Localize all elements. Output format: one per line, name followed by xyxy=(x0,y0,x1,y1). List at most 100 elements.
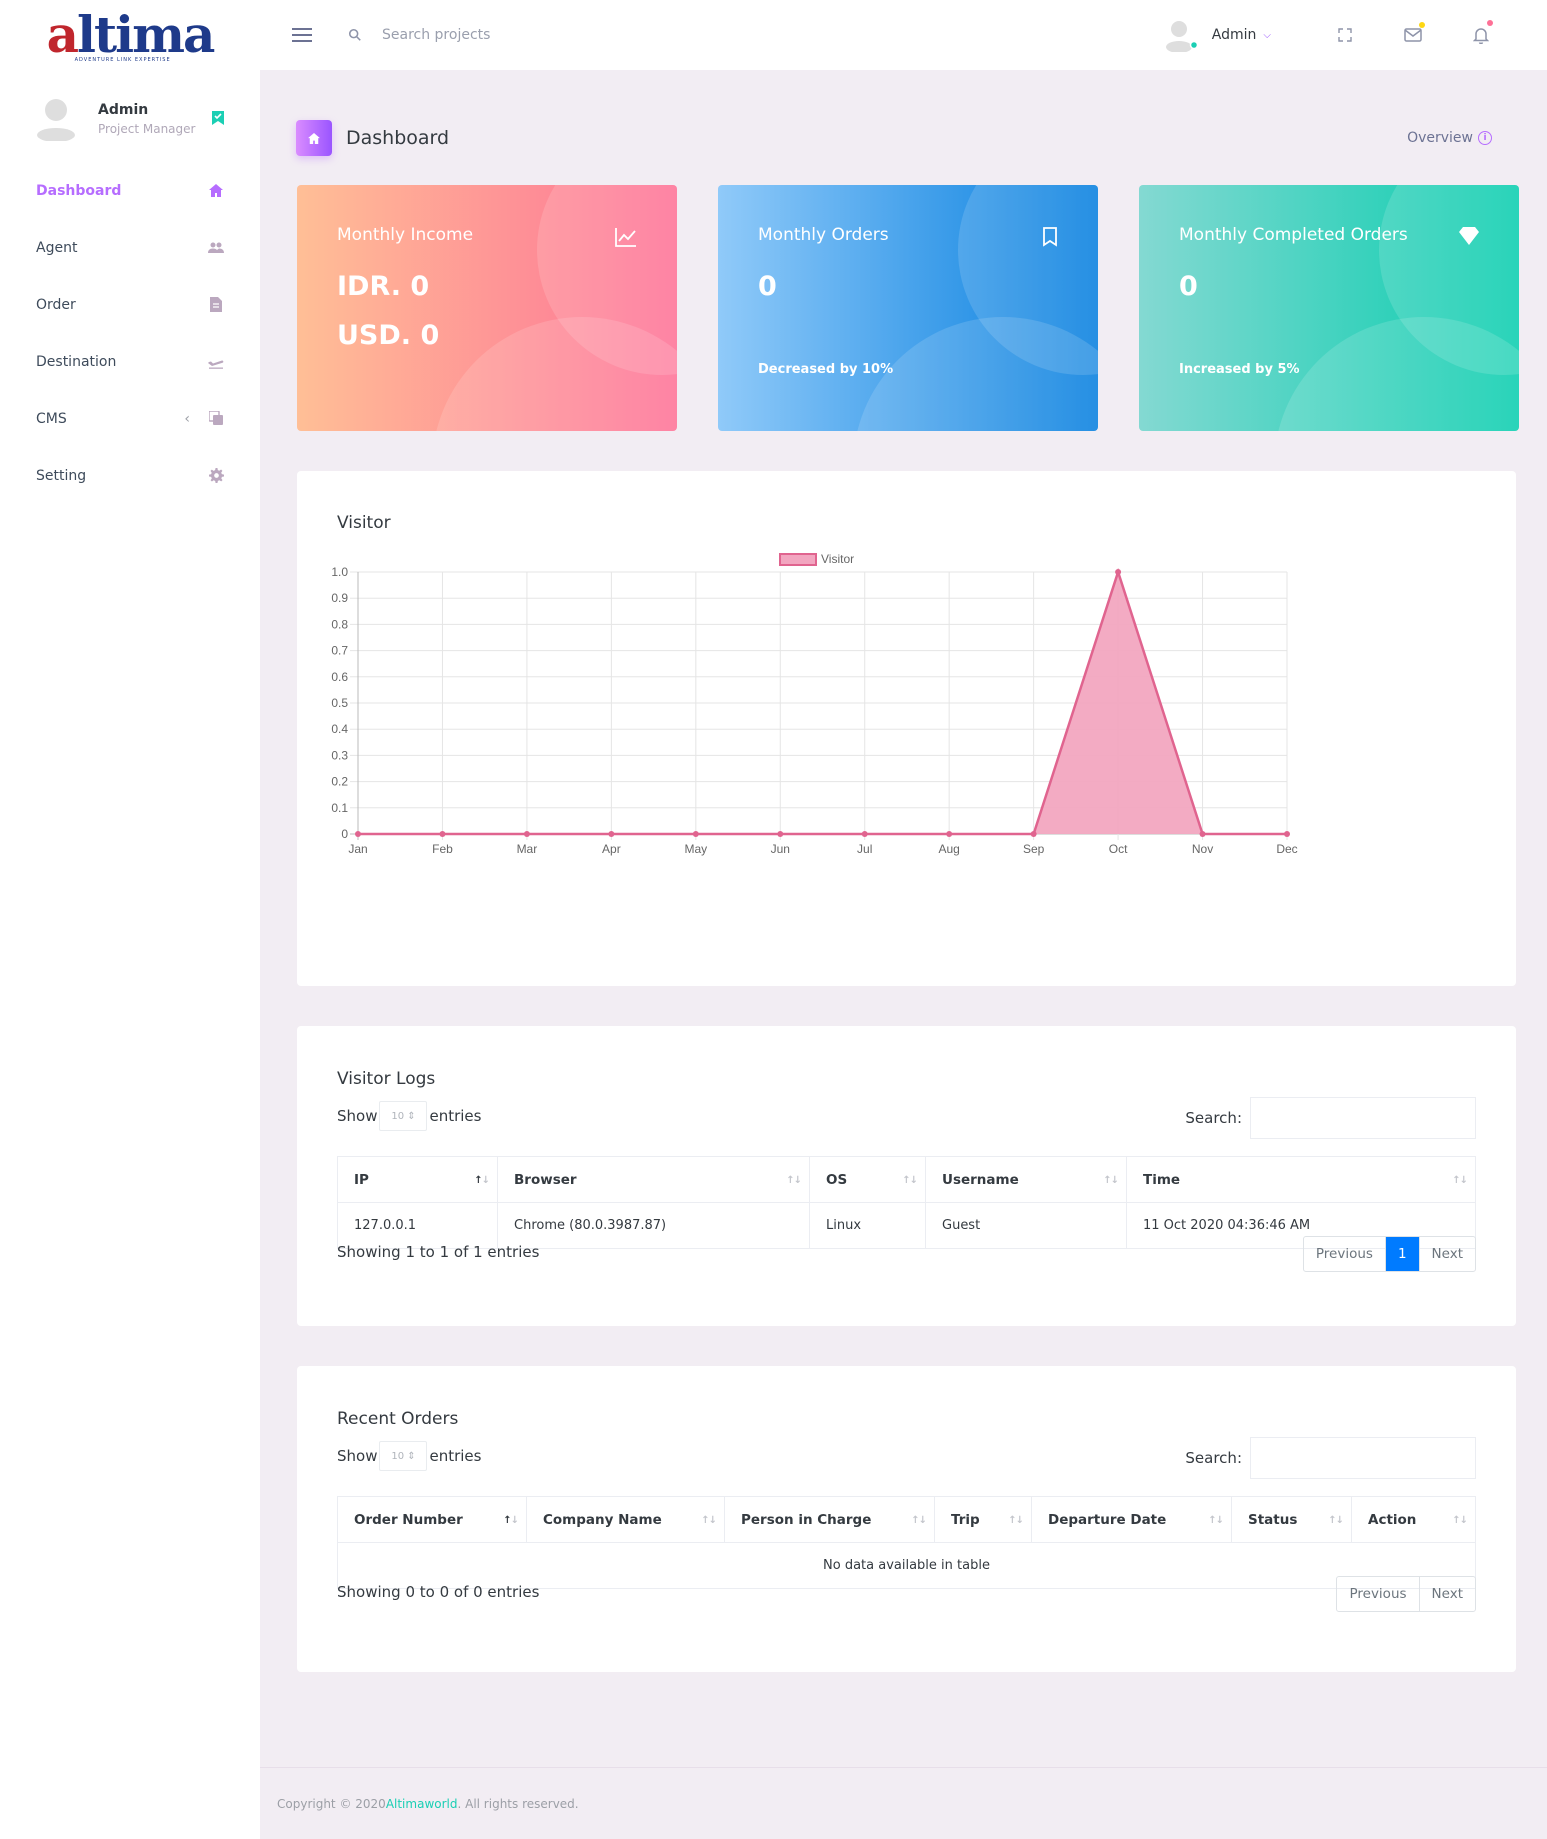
copyright-prefix: Copyright © 2020 xyxy=(277,1796,386,1811)
table-row-empty: No data available in table xyxy=(337,1542,1476,1589)
card-value-idr: IDR. 0 xyxy=(337,271,430,302)
page-length-select[interactable]: 10 ⇕ xyxy=(379,1101,428,1131)
x-tick-label: Oct xyxy=(1109,842,1128,856)
avatar xyxy=(36,97,80,142)
overview-link[interactable]: Overview i xyxy=(1407,130,1492,146)
legend-label: Visitor xyxy=(821,552,854,566)
column-header-ip[interactable]: IP ↑↓ xyxy=(337,1156,498,1203)
info-icon: i xyxy=(1478,131,1492,145)
data-point xyxy=(1030,831,1037,837)
y-tick-label: 0.3 xyxy=(331,748,348,762)
recent-orders-panel: Recent Orders Show 10 ⇕ entries Search: … xyxy=(297,1366,1516,1672)
data-point xyxy=(439,831,446,837)
avatar xyxy=(1164,18,1199,53)
overview-label: Overview xyxy=(1407,130,1473,146)
users-icon xyxy=(208,240,224,256)
page-title: Dashboard xyxy=(346,127,450,149)
sidebar-item-order[interactable]: Order xyxy=(0,276,260,333)
card-value-usd: USD. 0 xyxy=(337,320,440,351)
home-icon xyxy=(296,120,332,156)
card-title: Monthly Completed Orders xyxy=(1179,225,1408,245)
sidebar-item-dashboard[interactable]: Dashboard xyxy=(0,162,260,219)
logo-text: altima ADVENTURE LINK EXPERTISE xyxy=(46,5,216,64)
sidebar-item-cms[interactable]: CMS ‹ xyxy=(0,390,260,447)
data-point xyxy=(355,831,361,837)
x-tick-label: Mar xyxy=(517,842,538,856)
search-label: Search: xyxy=(1185,1109,1242,1127)
page-header: Dashboard Overview i xyxy=(296,120,1512,156)
main-content: Dashboard Overview i Monthly Income IDR.… xyxy=(260,70,1547,1760)
sidebar-item-label: Destination xyxy=(36,353,117,370)
panel-title: Visitor xyxy=(337,513,391,533)
x-tick-label: May xyxy=(684,842,707,856)
length-control: Show 10 ⇕ entries xyxy=(337,1101,481,1131)
column-header-person-in-charge[interactable]: Person in Charge ↑↓ xyxy=(724,1496,935,1543)
column-header-trip[interactable]: Trip ↑↓ xyxy=(934,1496,1032,1543)
diamond-icon xyxy=(1459,227,1479,249)
x-tick-label: Aug xyxy=(939,842,960,856)
mail-icon[interactable] xyxy=(1379,22,1447,42)
cell-ip: 127.0.0.1 xyxy=(337,1202,498,1249)
table-row: 127.0.0.1 Chrome (80.0.3987.87) Linux Gu… xyxy=(337,1202,1476,1249)
next-button[interactable]: Next xyxy=(1431,1246,1463,1262)
fullscreen-icon[interactable] xyxy=(1311,28,1379,42)
sidebar-item-label: Setting xyxy=(36,467,87,484)
airplane-icon xyxy=(208,354,224,370)
menu-icon[interactable] xyxy=(292,28,312,42)
visitor-chart: 0 0.1 0.2 0.3 0.4 0.5 0.6 0.7 0.8 0.9 1.0 Jan Feb Mar… xyxy=(331,552,1297,856)
bell-icon[interactable] xyxy=(1447,20,1515,44)
search-input[interactable] xyxy=(382,27,642,43)
column-header-status[interactable]: Status ↑↓ xyxy=(1231,1496,1352,1543)
next-button[interactable]: Next xyxy=(1431,1586,1463,1602)
data-point xyxy=(946,831,953,837)
page-button-1[interactable]: 1 xyxy=(1385,1237,1420,1271)
column-header-os[interactable]: OS ↑↓ xyxy=(809,1156,926,1203)
table-header-row: IP ↑↓ Browser ↑↓ OS ↑↓ Username ↑↓ Time ↑↓ xyxy=(337,1156,1476,1203)
y-tick-label: 0.5 xyxy=(331,696,348,710)
column-header-departure-date[interactable]: Departure Date ↑↓ xyxy=(1031,1496,1232,1543)
y-tick-label: 0.4 xyxy=(331,722,348,736)
bookmark-check-icon xyxy=(212,110,224,129)
x-tick-label: Sep xyxy=(1023,842,1045,856)
page-length-select[interactable]: 10 ⇕ xyxy=(379,1441,428,1471)
bell-notification-dot xyxy=(1487,20,1493,26)
navbar-profile-dropdown[interactable]: Admin ⌵ xyxy=(1164,18,1271,53)
mail-notification-dot xyxy=(1419,22,1425,28)
footer-link[interactable]: Altimaworld xyxy=(385,1796,458,1811)
entries-label: entries xyxy=(429,1107,482,1125)
sidebar-item-setting[interactable]: Setting xyxy=(0,447,260,504)
home-icon xyxy=(208,183,224,199)
sidebar-item-agent[interactable]: Agent xyxy=(0,219,260,276)
sidebar-item-destination[interactable]: Destination xyxy=(0,333,260,390)
card-value: 0 xyxy=(1179,271,1198,302)
chevron-left-icon: ‹ xyxy=(184,410,190,427)
bookmark-icon xyxy=(1042,227,1058,251)
previous-button[interactable]: Previous xyxy=(1337,1577,1420,1611)
brand-logo[interactable]: altima ADVENTURE LINK EXPERTISE xyxy=(0,0,260,70)
y-tick-label: 0.1 xyxy=(331,801,348,815)
chart-line-icon xyxy=(615,227,637,251)
sidebar-profile[interactable]: Admin Project Manager xyxy=(0,70,260,150)
column-header-action[interactable]: Action ↑↓ xyxy=(1351,1496,1476,1543)
cell-username: Guest xyxy=(925,1202,1127,1249)
sidebar-menu: Dashboard Agent Order Destination CMS ‹ … xyxy=(0,162,260,504)
table-search-input[interactable] xyxy=(1250,1097,1476,1139)
sidebar-item-label: Dashboard xyxy=(36,182,122,199)
table-search: Search: xyxy=(1185,1437,1476,1479)
cell-os: Linux xyxy=(809,1202,926,1249)
previous-button[interactable]: Previous xyxy=(1304,1237,1386,1271)
table-search-input[interactable] xyxy=(1250,1437,1476,1479)
x-tick-label: Nov xyxy=(1192,842,1213,856)
column-header-time[interactable]: Time ↑↓ xyxy=(1126,1156,1476,1203)
column-header-username[interactable]: Username ↑↓ xyxy=(925,1156,1127,1203)
column-header-browser[interactable]: Browser ↑↓ xyxy=(497,1156,810,1203)
series-line xyxy=(358,567,1287,836)
column-header-company-name[interactable]: Company Name ↑↓ xyxy=(526,1496,725,1543)
table-search: Search: xyxy=(1185,1097,1476,1139)
x-tick-label: Apr xyxy=(602,842,621,856)
column-header-order-number[interactable]: Order Number ↑↓ xyxy=(337,1496,527,1543)
profile-text: Admin Project Manager xyxy=(98,102,212,136)
stat-cards: Monthly Income IDR. 0 USD. 0 Monthly Ord… xyxy=(297,185,1519,431)
y-tick-label: 0.7 xyxy=(331,644,348,658)
length-control: Show 10 ⇕ entries xyxy=(337,1441,481,1471)
